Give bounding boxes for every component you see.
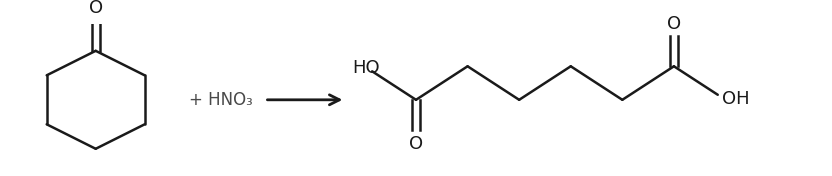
Text: O: O: [667, 15, 681, 33]
Text: HO: HO: [353, 59, 380, 77]
Text: OH: OH: [722, 90, 750, 108]
Text: O: O: [89, 0, 102, 17]
Text: O: O: [409, 135, 423, 153]
Text: + HNO₃: + HNO₃: [189, 91, 252, 109]
